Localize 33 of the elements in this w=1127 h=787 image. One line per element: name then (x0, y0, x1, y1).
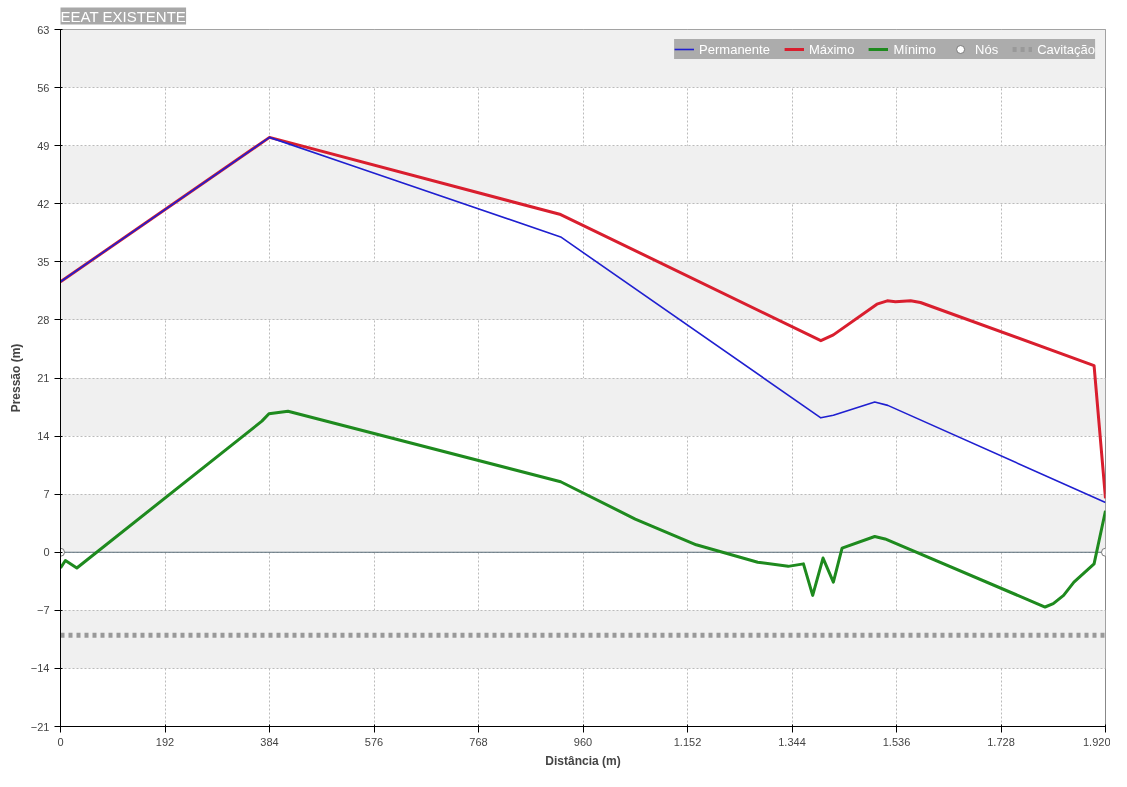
y-tick-label: 21 (37, 372, 50, 384)
x-tick-label: 0 (57, 735, 64, 748)
x-tick-label: 576 (364, 735, 384, 748)
y-tick-label: 0 (43, 546, 50, 559)
chart-title: EEAT EXISTENTE (60, 7, 186, 25)
y-tick-label: 63 (37, 23, 50, 36)
legend-label: Nós (975, 41, 999, 57)
y-tick-label: 42 (37, 197, 50, 210)
x-axis-title: Distância (m) (545, 753, 621, 768)
x-tick-label: 960 (573, 735, 593, 748)
legend-label: Permanente (699, 41, 770, 57)
x-tick-label: 768 (469, 735, 488, 748)
y-tick-label: 56 (37, 81, 50, 94)
x-tick-label: 1.536 (882, 735, 911, 748)
legend-label: Cavitação (1037, 41, 1095, 57)
y-tick-label: 35 (37, 255, 50, 268)
x-tick-label: 192 (155, 735, 175, 748)
y-tick-label: 49 (37, 139, 50, 152)
x-tick-label: 1.344 (778, 735, 806, 748)
y-tick-label: −14 (30, 662, 50, 675)
y-tick-label: −21 (30, 720, 50, 733)
y-tick-label: 14 (37, 430, 50, 443)
x-tick-label: 1.920 (1082, 735, 1111, 748)
x-tick-label: 1.152 (673, 735, 702, 748)
x-tick-label: 384 (260, 735, 279, 748)
y-axis-title: Pressão (m) (8, 343, 23, 413)
legend-label: Máximo (808, 41, 855, 57)
legend-label: Mínimo (893, 41, 937, 57)
y-tick-label: 7 (43, 488, 50, 501)
x-tick-label: 1.728 (987, 735, 1015, 748)
y-tick-label: 28 (37, 313, 50, 326)
line-series (60, 409, 1106, 609)
y-tick-label: −7 (36, 604, 50, 617)
